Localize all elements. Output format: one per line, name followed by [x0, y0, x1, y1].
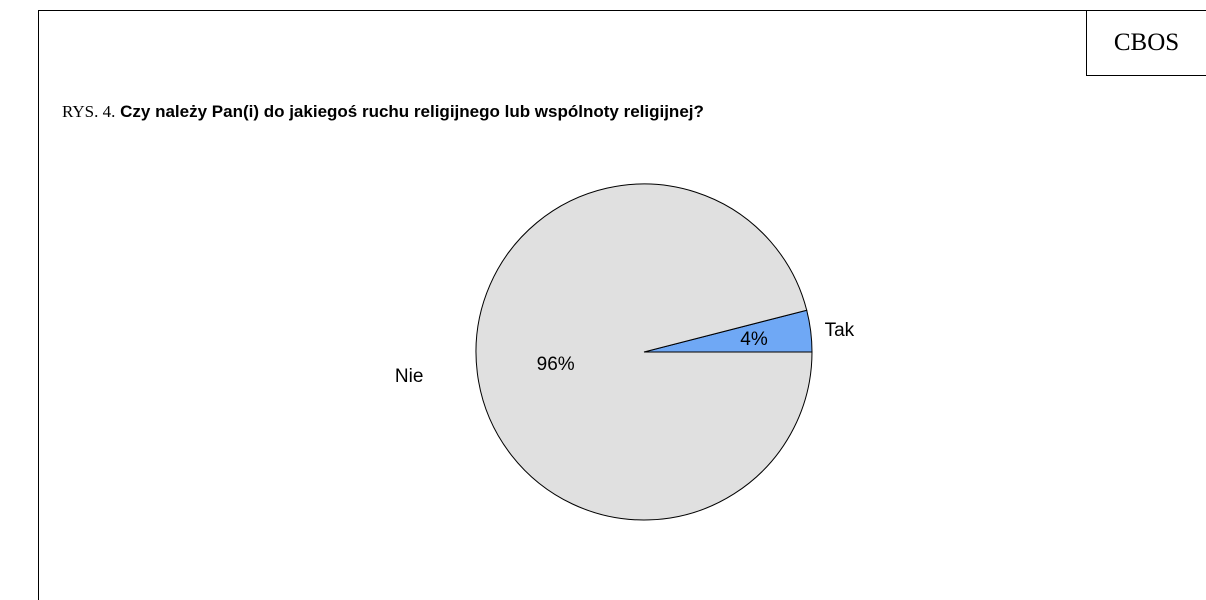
figure-frame: [38, 10, 1206, 600]
figure-title: RYS. 4. Czy należy Pan(i) do jakiegoś ru…: [62, 102, 704, 122]
brand-box: CBOS: [1086, 10, 1206, 76]
pie-value-label-nie: 96%: [537, 354, 575, 375]
pie-category-label-tak: Tak: [825, 320, 855, 341]
figure-prefix: RYS. 4.: [62, 102, 116, 121]
pie-slice-nie: [475, 183, 813, 521]
pie-category-label-nie: Nie: [395, 366, 424, 387]
pie-value-label-tak: 4%: [740, 329, 768, 350]
figure-question: Czy należy Pan(i) do jakiegoś ruchu reli…: [120, 102, 704, 121]
brand-label: CBOS: [1113, 28, 1180, 56]
